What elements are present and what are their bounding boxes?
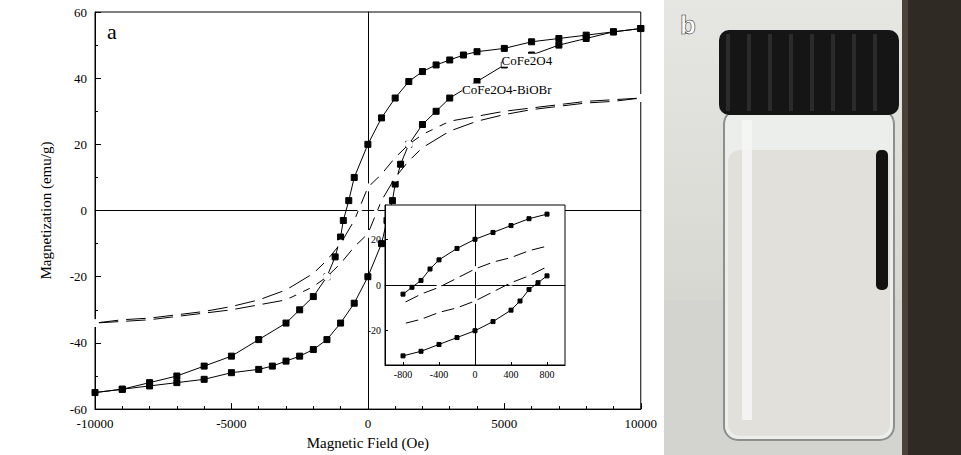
svg-text:0: 0 — [365, 416, 372, 431]
svg-text:-400: -400 — [430, 369, 448, 380]
svg-text:-40: -40 — [70, 335, 87, 350]
svg-text:800: 800 — [540, 369, 555, 380]
svg-text:CoFe2O4: CoFe2O4 — [502, 53, 553, 68]
svg-text:10000: 10000 — [625, 416, 658, 431]
svg-text:a: a — [107, 19, 117, 44]
svg-text:20: 20 — [74, 137, 87, 152]
svg-text:-5000: -5000 — [216, 416, 246, 431]
svg-text:-10000: -10000 — [77, 416, 114, 431]
svg-text:0: 0 — [473, 369, 478, 380]
svg-text:Magnetization (emu/g): Magnetization (emu/g) — [38, 142, 55, 280]
svg-text:5000: 5000 — [491, 416, 517, 431]
svg-text:Magnetic Field (Oe): Magnetic Field (Oe) — [307, 435, 429, 452]
svg-text:-20: -20 — [368, 325, 381, 336]
svg-text:60: 60 — [74, 5, 87, 20]
svg-text:0: 0 — [81, 203, 88, 218]
svg-text:CoFe2O4-BiOBr: CoFe2O4-BiOBr — [462, 82, 552, 97]
svg-text:400: 400 — [504, 369, 519, 380]
svg-text:-800: -800 — [394, 369, 412, 380]
svg-text:40: 40 — [74, 71, 87, 86]
svg-text:b: b — [680, 10, 696, 40]
svg-text:20: 20 — [371, 234, 381, 245]
svg-text:-60: -60 — [70, 402, 87, 417]
svg-text:0: 0 — [376, 280, 381, 291]
svg-text:-20: -20 — [70, 269, 87, 284]
